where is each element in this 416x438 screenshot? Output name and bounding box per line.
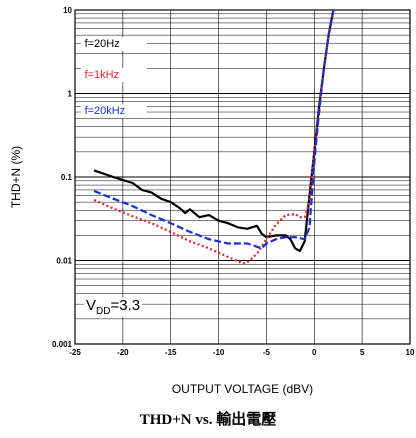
series-line-f-20khz <box>93 9 335 250</box>
legend: f=20Hz f=1kHz f=20kHz <box>80 37 147 118</box>
y-tick-label: 0.1 <box>61 173 73 182</box>
vdd-subscript: DD <box>96 306 111 317</box>
x-tick-label: -25 <box>69 348 81 357</box>
y-tick-label: 0.01 <box>56 257 72 266</box>
y-tick-label: 10 <box>63 6 72 15</box>
plot-frame <box>74 9 411 345</box>
y-tick-label: 1 <box>68 90 73 99</box>
legend-label: f=20kHz <box>85 105 126 117</box>
x-tick-label: -10 <box>213 348 225 357</box>
x-tick-label: -20 <box>117 348 129 357</box>
x-tick-label: 0 <box>312 348 317 357</box>
x-tick-label: -15 <box>165 348 177 357</box>
figure-caption: THD+N vs. 輸出電壓 <box>139 412 277 428</box>
vdd-annotation: VDD=3.3 <box>84 297 143 317</box>
legend-label: f=20Hz <box>85 38 120 50</box>
y-tick-label: 0.001 <box>52 340 73 349</box>
x-tick-label: 5 <box>360 348 365 357</box>
legend-background <box>80 37 147 51</box>
series-lines <box>93 9 335 265</box>
vdd-suffix: =3.3 <box>110 297 141 314</box>
grid-lines <box>74 10 411 345</box>
x-tick-label: -5 <box>263 348 271 357</box>
legend-background <box>80 68 147 82</box>
vdd-prefix: V <box>86 297 97 314</box>
tick-labels: -25 -20 -15 -10 -5 0 5 10 0.001 0.01 0.1 1 10 <box>52 6 415 357</box>
x-axis-title: OUTPUT VOLTAGE (dBV) <box>172 382 313 396</box>
y-axis-title: THD+N (%) <box>9 146 23 208</box>
x-tick-label: 10 <box>406 348 415 357</box>
legend-label: f=1kHz <box>85 69 120 81</box>
thd-chart: -25 -20 -15 -10 -5 0 5 10 0.001 0.01 0.1 1 10 f=20Hz… <box>9 6 415 396</box>
legend-background <box>80 104 147 118</box>
